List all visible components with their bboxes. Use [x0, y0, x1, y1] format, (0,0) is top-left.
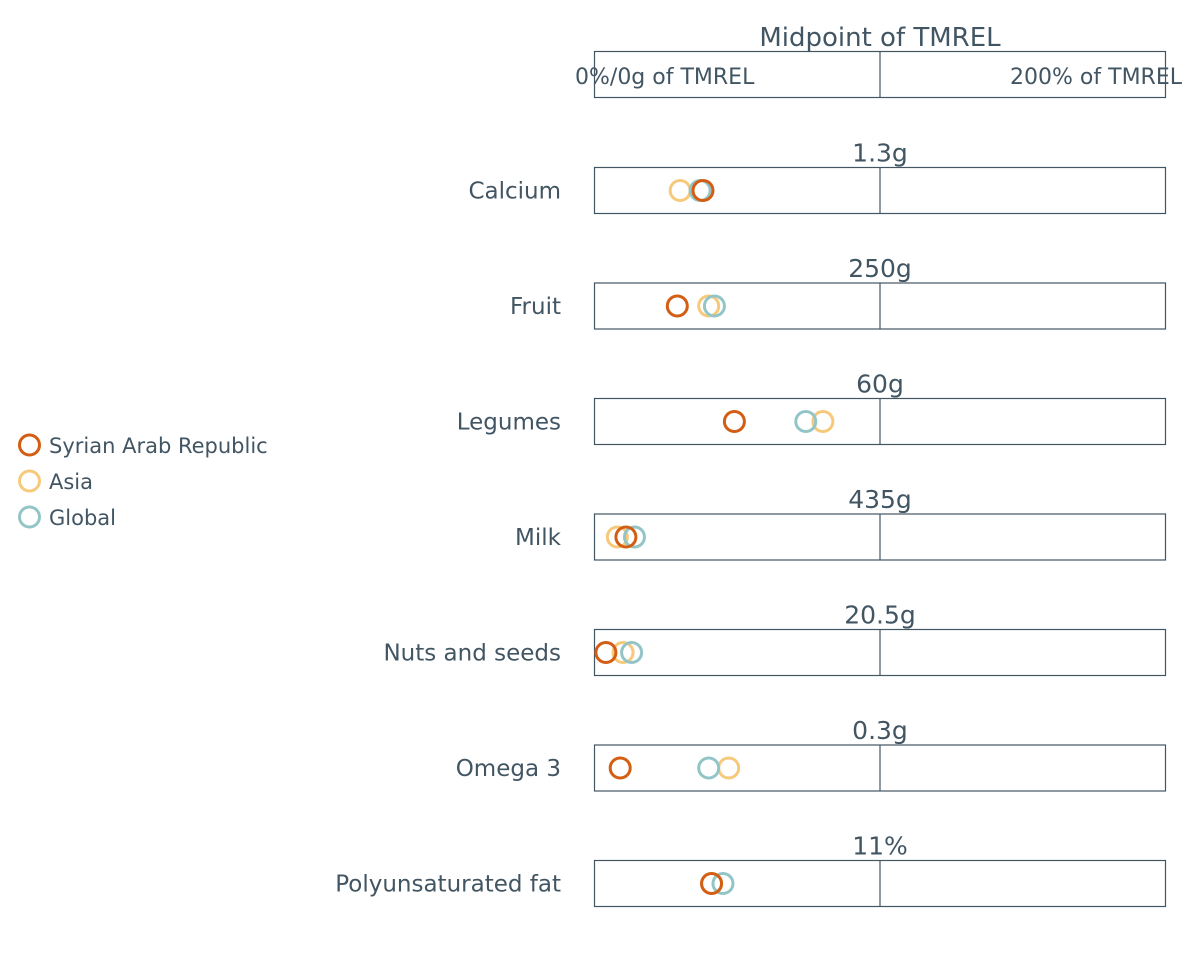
point-omega-3-asia	[717, 756, 741, 780]
point-omega-3-syrian-arab-republic	[608, 756, 632, 780]
point-milk-syrian-arab-republic	[614, 525, 638, 549]
point-milk-asia	[605, 525, 629, 549]
legend-marker-syrian-arab-republic	[18, 433, 41, 457]
row-label-legumes: Legumes	[457, 410, 561, 436]
point-fruit-global	[702, 294, 726, 318]
legend-item-global: Global	[18, 505, 116, 530]
legend-item-asia: Asia	[18, 469, 93, 494]
row-label-calcium: Calcium	[468, 179, 561, 205]
row-label-fruit: Fruit	[510, 294, 561, 320]
point-legumes-syrian-arab-republic	[722, 410, 746, 433]
chart-rows: 1.3g Calcium 250g Fruit 60g Legumes 435g Milk 20…	[335, 139, 1167, 908]
tmrel-value-legumes: 60g	[856, 370, 904, 399]
legend-label-asia: Asia	[49, 470, 93, 494]
point-calcium-asia	[668, 179, 692, 202]
point-legumes-global	[794, 410, 818, 433]
tmrel-value-nuts-and-seeds: 20.5g	[844, 601, 916, 630]
point-calcium-syrian-arab-republic	[691, 179, 715, 202]
point-polyunsaturated-fat-syrian-arab-republic	[700, 872, 724, 895]
point-omega-3-global	[697, 756, 721, 780]
row-omega-3: 0.3g Omega 3	[456, 716, 1167, 792]
row-polyunsaturated-fat: 11% Polyunsaturated fat	[335, 832, 1167, 908]
legend-marker-global	[18, 505, 41, 529]
legend-label-global: Global	[49, 506, 116, 530]
tmrel-value-fruit: 250g	[848, 254, 912, 283]
point-fruit-asia	[697, 294, 721, 318]
legend-label-syrian-arab-republic: Syrian Arab Republic	[49, 434, 268, 458]
row-label-nuts-and-seeds: Nuts and seeds	[383, 641, 561, 667]
header-right-label: 200% of TMREL	[1010, 65, 1183, 90]
legend-item-syrian-arab-republic: Syrian Arab Republic	[18, 433, 268, 458]
point-fruit-syrian-arab-republic	[665, 294, 689, 318]
row-label-milk: Milk	[515, 525, 562, 551]
tmrel-value-omega-3: 0.3g	[852, 716, 908, 745]
point-nuts-and-seeds-asia	[611, 641, 635, 664]
tmrel-value-polyunsaturated-fat: 11%	[852, 832, 908, 861]
legend: Syrian Arab Republic Asia Global	[18, 433, 268, 530]
header-left-label: 0%/0g of TMREL	[575, 65, 755, 90]
row-legumes: 60g Legumes	[457, 370, 1167, 446]
row-label-omega-3: Omega 3	[456, 756, 561, 782]
tmrel-value-milk: 435g	[848, 485, 912, 514]
tmrel-value-calcium: 1.3g	[852, 139, 908, 168]
row-label-polyunsaturated-fat: Polyunsaturated fat	[335, 872, 561, 898]
row-milk: 435g Milk	[515, 485, 1167, 561]
row-calcium: 1.3g Calcium	[468, 139, 1167, 215]
point-nuts-and-seeds-syrian-arab-republic	[594, 641, 618, 664]
header-title: Midpoint of TMREL	[759, 23, 1001, 53]
point-polyunsaturated-fat-global	[711, 872, 735, 895]
row-nuts-and-seeds: 20.5g Nuts and seeds	[383, 601, 1167, 677]
point-nuts-and-seeds-global	[620, 641, 644, 664]
point-milk-global	[622, 525, 646, 549]
row-fruit: 250g Fruit	[510, 254, 1167, 330]
point-legumes-asia	[811, 410, 835, 433]
legend-marker-asia	[18, 469, 41, 493]
